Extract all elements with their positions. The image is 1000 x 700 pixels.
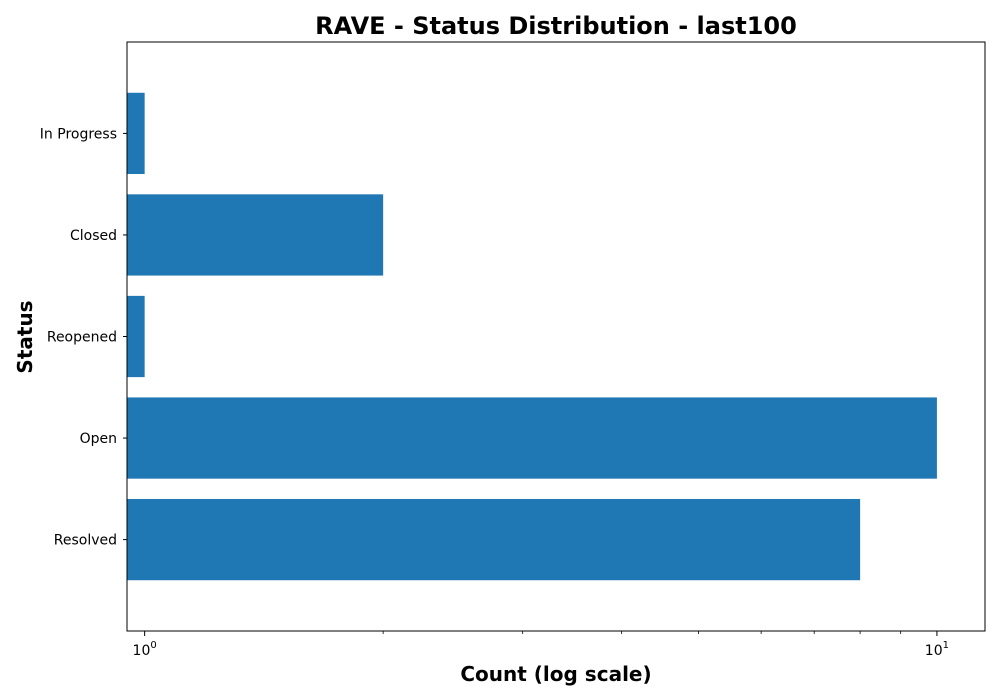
bar-in-progress bbox=[127, 92, 145, 175]
x-axis-label: Count (log scale) bbox=[460, 662, 651, 686]
y-tick-label: Reopened bbox=[47, 330, 117, 346]
y-tick-label: Open bbox=[80, 431, 117, 447]
plot-area: Resolved Open Reopened Closed In Progress 100… bbox=[40, 41, 986, 659]
bar-reopened bbox=[127, 295, 145, 378]
bar-closed bbox=[127, 194, 384, 276]
x-tick-label: 101 bbox=[925, 640, 949, 659]
y-axis-label: Status bbox=[13, 300, 37, 373]
chart-title: RAVE - Status Distribution - last100 bbox=[315, 12, 797, 40]
x-tick-label: 100 bbox=[133, 640, 157, 659]
y-tick-label: In Progress bbox=[40, 126, 117, 142]
bar-open bbox=[127, 397, 937, 479]
y-tick-label: Resolved bbox=[54, 533, 117, 549]
bar-resolved bbox=[127, 498, 861, 581]
y-tick-label: Closed bbox=[70, 228, 117, 244]
axes-frame bbox=[126, 41, 986, 632]
